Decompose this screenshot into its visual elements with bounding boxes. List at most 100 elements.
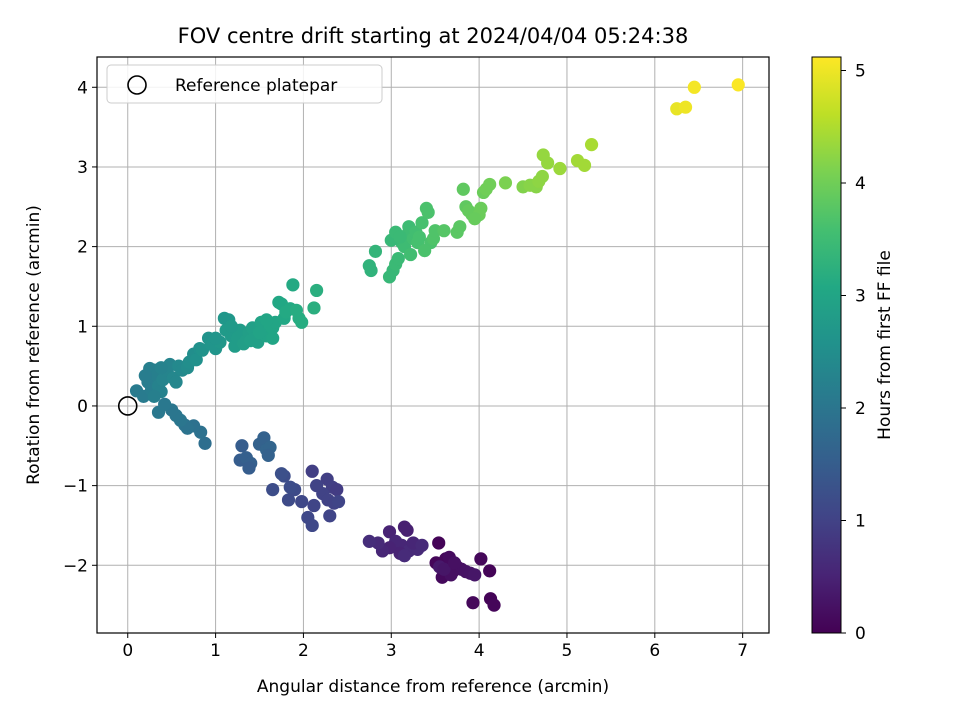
colorbar-ticks: 0 1 2 3 4 5 (841, 62, 866, 644)
data-point (281, 493, 296, 507)
data-point (391, 251, 405, 266)
x-tick-label: 1 (210, 641, 221, 661)
data-point (331, 494, 346, 509)
y-axis-label: Rotation from reference (arcmin) (24, 205, 44, 485)
colorbar-tick-label: 2 (855, 399, 866, 419)
data-point (468, 568, 482, 582)
data-point (305, 464, 319, 478)
data-point (283, 480, 297, 494)
data-point (456, 182, 470, 196)
data-point (208, 331, 223, 345)
y-axis-ticks: −2 −1 0 1 2 3 4 (63, 78, 97, 576)
colorbar-tick-label: 4 (855, 174, 866, 194)
y-tick-label: −2 (63, 556, 88, 576)
data-point (295, 494, 309, 509)
data-point (310, 479, 324, 493)
data-point (235, 439, 249, 453)
data-point (678, 100, 693, 114)
data-point (158, 397, 172, 411)
colorbar-label: Hours from first FF file (875, 250, 895, 440)
y-tick-label: 2 (77, 238, 88, 258)
data-point (577, 158, 592, 172)
colorbar-tick-label: 1 (855, 512, 866, 532)
y-tick-label: 0 (77, 397, 88, 417)
data-point (466, 596, 480, 610)
data-point (393, 230, 407, 244)
data-points (129, 78, 745, 612)
x-tick-label: 0 (122, 641, 133, 661)
data-point (154, 361, 168, 375)
data-point (382, 525, 397, 539)
data-point (468, 212, 482, 226)
colorbar-tick-label: 5 (855, 62, 866, 82)
data-point (584, 138, 599, 152)
data-point (259, 313, 274, 327)
data-point (535, 169, 549, 184)
data-point (432, 536, 446, 550)
x-tick-label: 6 (649, 641, 660, 661)
data-point (198, 436, 212, 450)
legend-label: Reference platepar (175, 76, 337, 96)
data-point (169, 375, 183, 389)
legend: Reference platepar (106, 64, 383, 104)
data-point (483, 177, 497, 192)
data-point (487, 598, 501, 612)
data-point (400, 523, 414, 537)
data-point (415, 216, 429, 230)
y-tick-label: 4 (77, 78, 88, 98)
data-point (242, 461, 256, 475)
data-point (412, 230, 426, 244)
legend-box (106, 64, 383, 104)
data-point (138, 369, 152, 383)
x-axis-label: Angular distance from reference (arcmin) (257, 677, 609, 697)
data-point (364, 263, 378, 278)
x-tick-label: 3 (386, 641, 397, 661)
chart-title: FOV centre drift starting at 2024/04/04 … (178, 24, 689, 48)
colorbar (811, 56, 842, 634)
data-point (368, 244, 383, 258)
data-point (415, 538, 429, 552)
data-point (307, 301, 321, 315)
plot-frame (96, 56, 770, 634)
data-point (252, 326, 267, 340)
data-point (362, 534, 376, 548)
data-point (541, 156, 555, 170)
x-tick-label: 5 (562, 641, 573, 661)
y-tick-label: 1 (77, 317, 88, 337)
data-point (147, 389, 161, 403)
data-point (286, 278, 300, 292)
data-point (483, 564, 497, 578)
data-point (295, 315, 309, 329)
colorbar-tick-label: 0 (855, 624, 866, 644)
x-tick-label: 2 (298, 641, 309, 661)
colorbar-tick-label: 3 (855, 287, 866, 307)
data-point (244, 334, 258, 348)
data-point (305, 518, 319, 533)
data-point (330, 482, 344, 497)
data-point (687, 80, 701, 94)
data-point (498, 176, 513, 190)
data-point (274, 467, 289, 481)
data-point (453, 220, 467, 234)
data-point (437, 224, 451, 238)
data-point (261, 448, 275, 462)
reference-point (117, 396, 138, 416)
data-point (323, 509, 337, 523)
data-point (266, 331, 280, 345)
data-point (474, 552, 488, 566)
data-point (553, 161, 567, 176)
data-point (307, 498, 321, 513)
data-point (266, 482, 280, 497)
data-point (731, 78, 745, 92)
y-tick-label: 3 (77, 158, 88, 178)
x-tick-label: 7 (737, 641, 748, 661)
x-tick-label: 4 (474, 641, 485, 661)
legend-marker-icon (127, 75, 147, 95)
data-point (404, 247, 418, 262)
y-tick-label: −1 (63, 477, 88, 497)
data-point (437, 562, 451, 576)
data-point (310, 283, 324, 298)
data-point (447, 556, 462, 570)
data-point (421, 205, 435, 219)
